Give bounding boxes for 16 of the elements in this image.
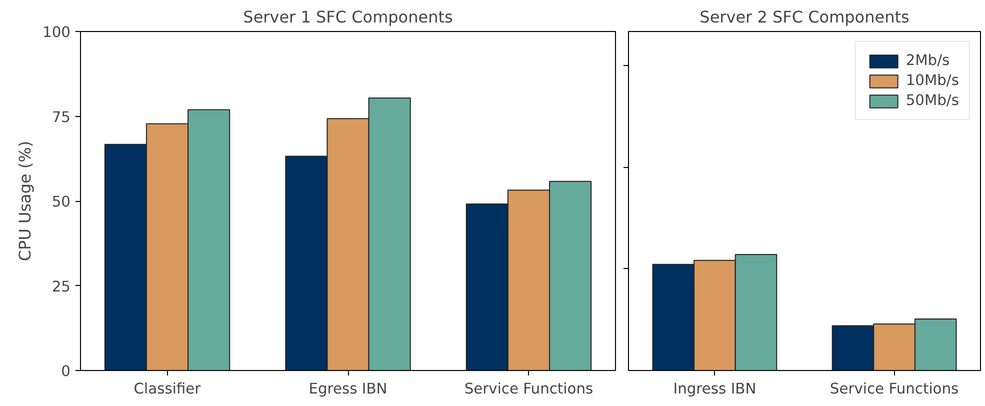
chart-title: Server 2 SFC Components [700, 8, 910, 26]
legend-label: 50Mb/s [906, 92, 959, 109]
chart-title: Server 1 SFC Components [243, 8, 453, 26]
legend-label: 2Mb/s [906, 52, 950, 69]
y-tick-label: 0 [61, 363, 71, 380]
x-tick-label: Egress IBN [308, 380, 388, 398]
y-tick-label: 75 [52, 108, 71, 126]
x-tick-label: Service Functions [830, 380, 959, 398]
x-tick-label: Ingress IBN [673, 380, 756, 398]
y-tick-label: 100 [42, 24, 71, 41]
x-tick-label: Classifier [134, 380, 202, 398]
x-tick-label: Service Functions [464, 380, 594, 398]
y-axis-title: CPU Usage (%) [16, 140, 35, 262]
y-tick-label: 50 [52, 194, 71, 210]
y-tick-label: 25 [52, 278, 71, 296]
legend-label: 10Mb/s [906, 72, 959, 89]
